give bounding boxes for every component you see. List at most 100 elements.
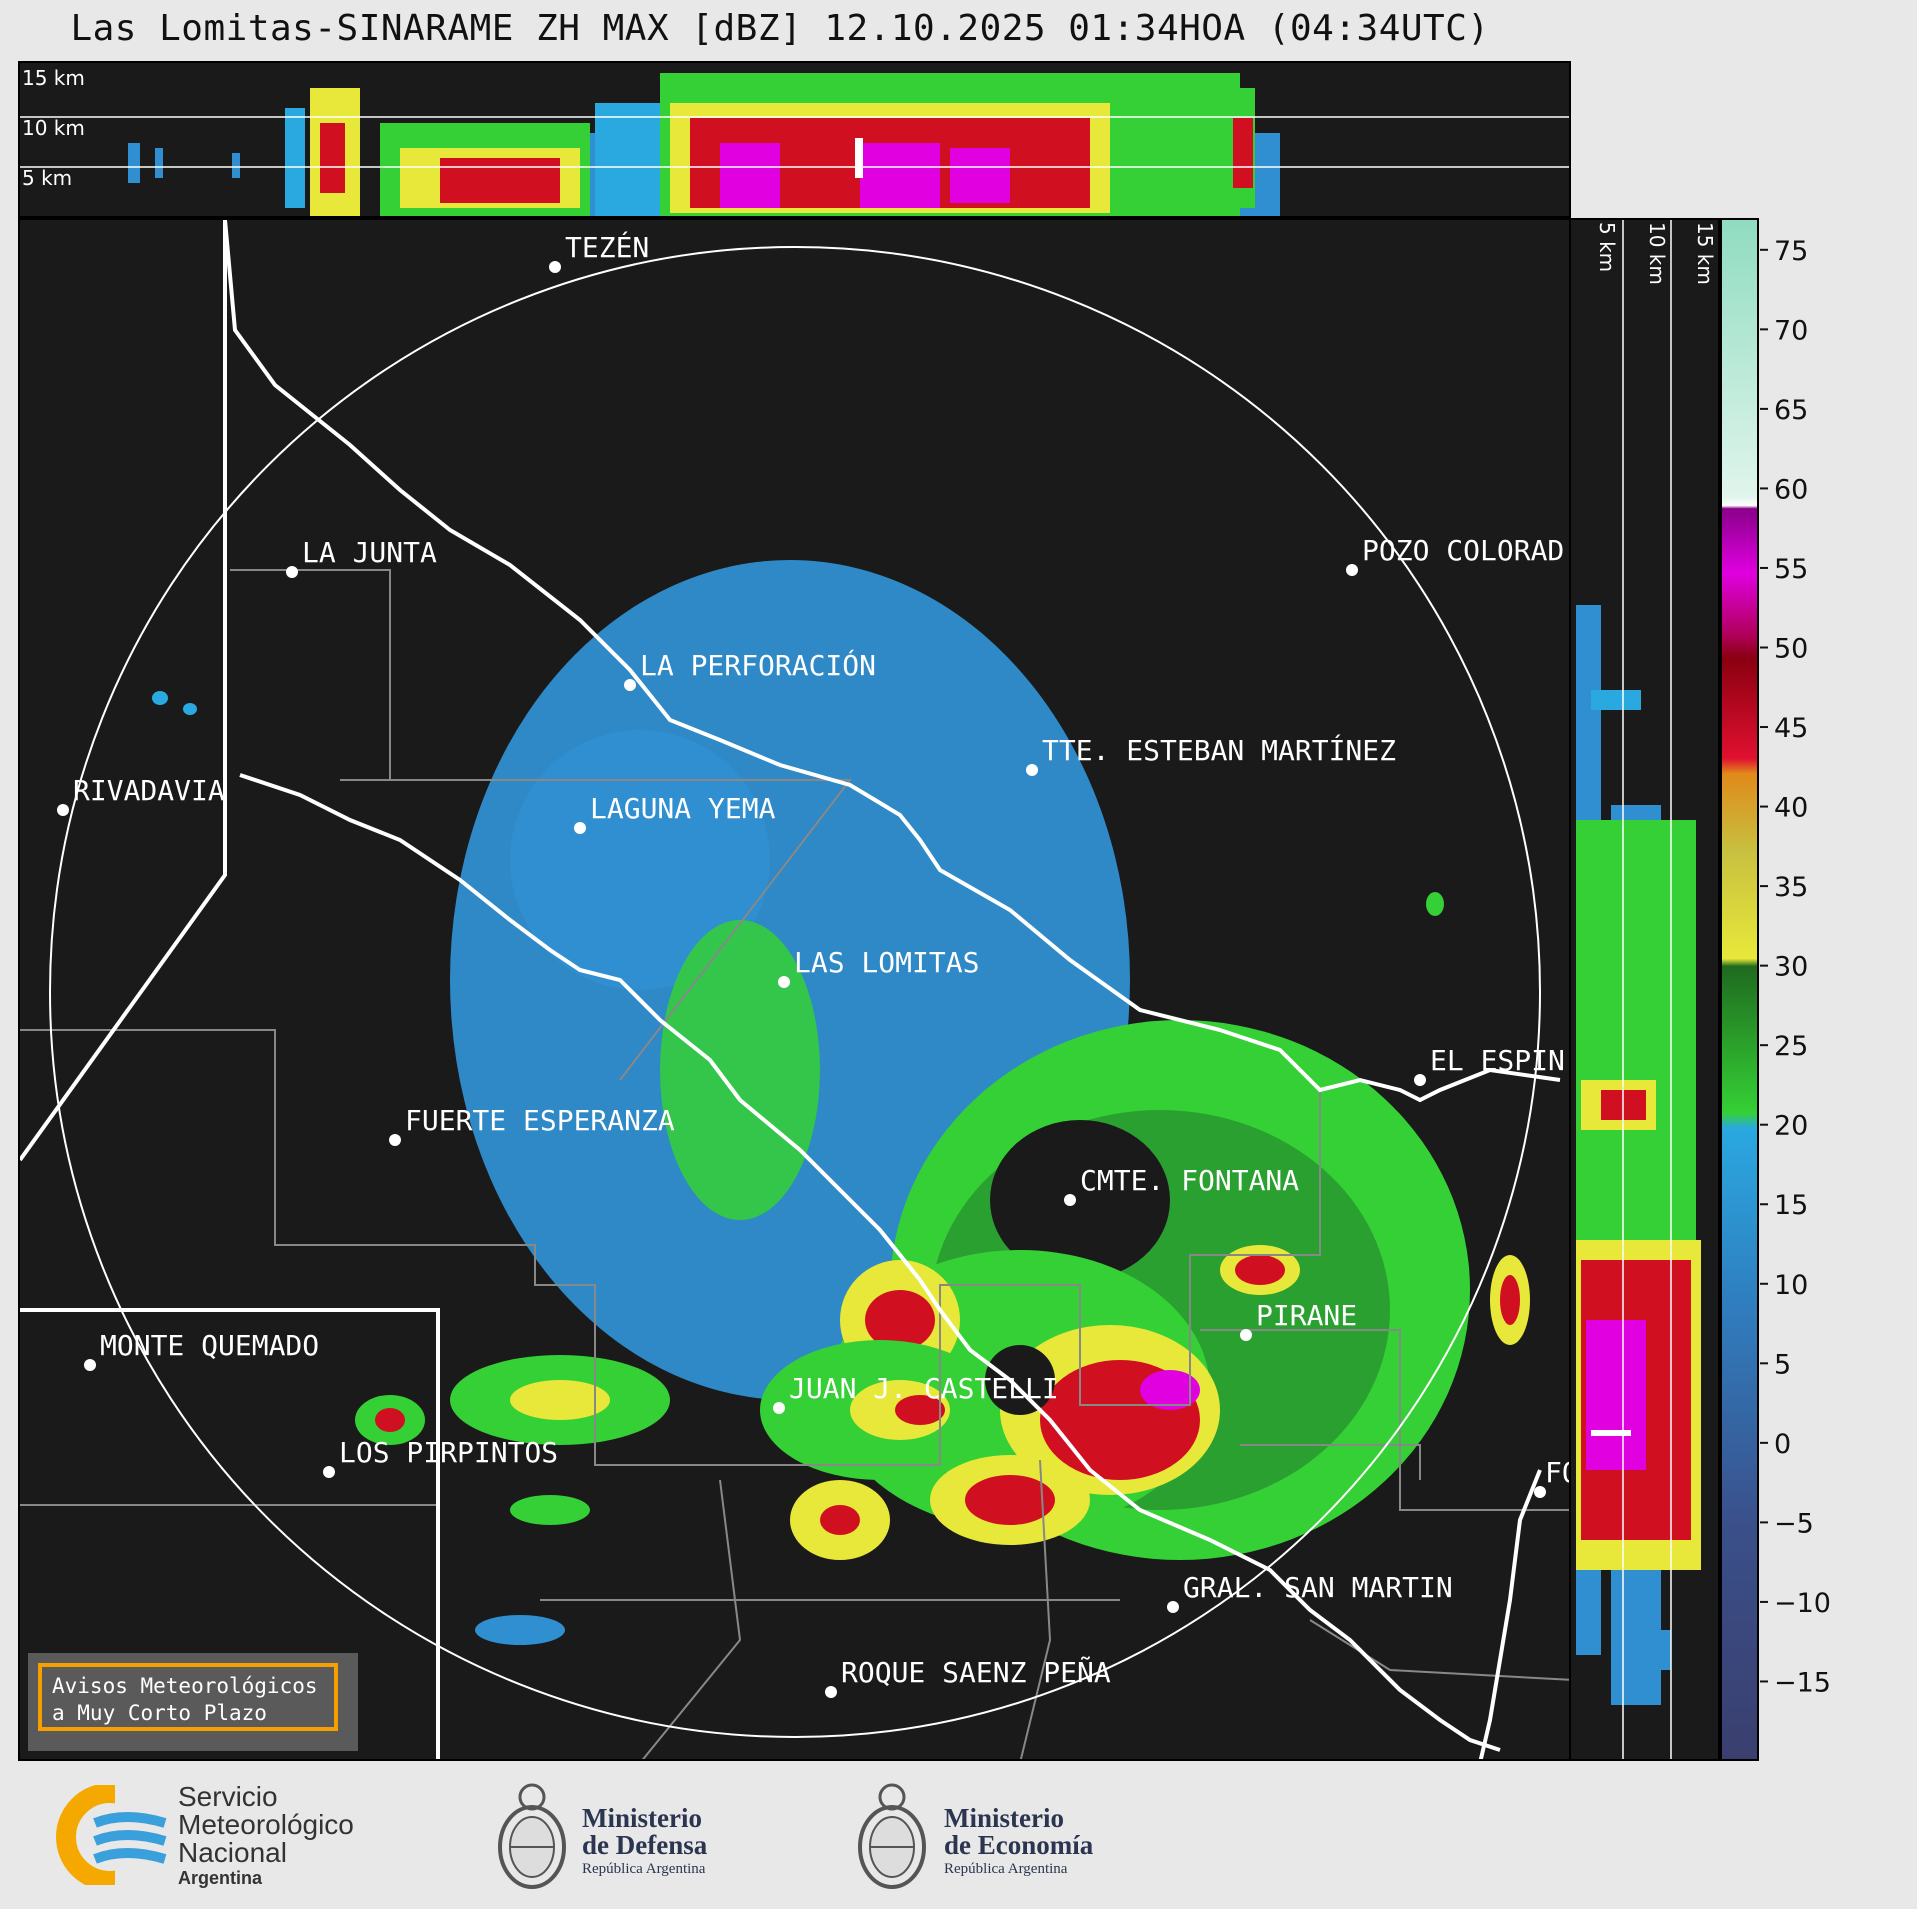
- city-dot-formosa: [1534, 1486, 1546, 1498]
- side-cross-section-svg: 5 km 10 km 15 km: [1576, 220, 1717, 1759]
- city-dot-las-lomitas: [778, 976, 790, 988]
- colorbar-tick-label: 55: [1774, 554, 1808, 585]
- defensa-line3: República Argentina: [582, 1861, 706, 1877]
- radar-map-svg[interactable]: TEZÉN LA JUNTA POZO COLORAD LA PERFORACI…: [20, 220, 1571, 1761]
- colorbar-tick-label: 70: [1774, 315, 1808, 346]
- argentina-coat-of-arms-icon: [852, 1775, 932, 1900]
- city-dot-el-espinillo: [1414, 1074, 1426, 1086]
- radar-range-ring: [49, 246, 1541, 1738]
- city-label-pozo-colorado: POZO COLORAD: [1362, 534, 1564, 567]
- city-label-tezen: TEZÉN: [565, 230, 649, 264]
- smn-text: Servicio Meteorológico Nacional Argentin…: [178, 1783, 354, 1889]
- city-dot-fuerte-esperanza: [389, 1134, 401, 1146]
- city-dot-juan-j-castelli: [773, 1402, 785, 1414]
- colorbar-tick-label: 35: [1774, 872, 1808, 903]
- colorbar-tick-label: 30: [1774, 952, 1808, 983]
- city-dot-tezen: [549, 261, 561, 273]
- top-5km-label: 5 km: [22, 166, 72, 190]
- city-label-la-junta: LA JUNTA: [302, 536, 437, 569]
- city-label-gral-san-martin: GRAL. SAN MARTIN: [1183, 1571, 1453, 1604]
- city-dot-cmte-fontana: [1064, 1194, 1076, 1206]
- side-5km-label: 5 km: [1595, 222, 1619, 272]
- defensa-line1: Ministerio: [582, 1803, 702, 1833]
- colorbar-tick-label: 10: [1774, 1270, 1808, 1301]
- side-echo-layer: [1576, 605, 1701, 1705]
- avisos-line1: Avisos Meteorológicos: [52, 1674, 318, 1698]
- top-cross-section-panel: 15 km 10 km 5 km: [18, 61, 1571, 218]
- city-label-formosa: FO: [1545, 1456, 1571, 1489]
- colorbar-tick-label: 75: [1774, 236, 1808, 267]
- top-cross-section-svg: 15 km 10 km 5 km: [20, 66, 1569, 216]
- radar-echo-layer: [152, 560, 1530, 1645]
- city-label-fuerte-esperanza: FUERTE ESPERANZA: [405, 1104, 675, 1137]
- colorbar-svg: [1720, 218, 1759, 1761]
- avisos-line2: a Muy Corto Plazo: [52, 1701, 267, 1725]
- city-dot-pozo-colorado: [1346, 564, 1358, 576]
- colorbar-tick-label: 0: [1774, 1429, 1791, 1460]
- defensa-line2: de Defensa: [582, 1830, 708, 1860]
- smn-line2: Meteorológico: [178, 1809, 354, 1840]
- city-label-tte-esteban-martinez: TTE. ESTEBAN MARTÍNEZ: [1042, 733, 1396, 767]
- city-label-los-pirpintos: LOS PIRPINTOS: [339, 1436, 558, 1469]
- chart-title: Las Lomitas-SINARAME ZH MAX [dBZ] 12.10.…: [70, 8, 1490, 49]
- city-dot-monte-quemado: [84, 1359, 96, 1371]
- province-borders: [20, 220, 1561, 1759]
- city-label-roque-saenz-pena: ROQUE SAENZ PEÑA: [841, 1655, 1111, 1689]
- defensa-text: Ministerio de Defensa República Argentin…: [582, 1805, 707, 1879]
- city-dot-gral-san-martin: [1167, 1601, 1179, 1613]
- footer-logos: Servicio Meteorológico Nacional Argentin…: [0, 1763, 1917, 1909]
- top-15km-label: 15 km: [22, 66, 85, 90]
- dbz-colorbar: [1720, 218, 1760, 1761]
- colorbar-tick-label: 40: [1774, 793, 1808, 824]
- smn-logo-icon: [55, 1785, 175, 1885]
- colorbar-tick-labels: 75 70 65 60 55 50 45 40 35 30 25 20 15 10 5 0 −5 −10 −15: [1760, 218, 1880, 1761]
- economia-text: Ministerio de Economía República Argenti…: [944, 1805, 1093, 1879]
- colorbar-tick-label: −15: [1774, 1667, 1831, 1698]
- colorbar-tick-label: 25: [1774, 1031, 1808, 1062]
- top-echo-layer: [128, 73, 1280, 216]
- colorbar-tick-label: 5: [1774, 1349, 1791, 1380]
- side-cross-section-panel: 5 km 10 km 15 km: [1569, 218, 1720, 1761]
- smn-line4: Argentina: [178, 1868, 263, 1888]
- colorbar-tick-label: 15: [1774, 1190, 1808, 1221]
- colorbar-tick-label: 60: [1774, 474, 1808, 505]
- colorbar-tick-label: 20: [1774, 1111, 1808, 1142]
- city-dot-roque-saenz-pena: [825, 1686, 837, 1698]
- colorbar-tick-label: 65: [1774, 395, 1808, 426]
- argentina-coat-of-arms-icon: [492, 1775, 572, 1900]
- radar-map-panel[interactable]: TEZÉN LA JUNTA POZO COLORAD LA PERFORACI…: [18, 218, 1571, 1761]
- economia-line3: República Argentina: [944, 1861, 1068, 1877]
- avisos-box[interactable]: Avisos Meteorológicos a Muy Corto Plazo: [28, 1653, 358, 1751]
- smn-line3: Nacional: [178, 1837, 287, 1868]
- economia-line2: de Economía: [944, 1830, 1094, 1860]
- city-dot-la-perforacion: [624, 679, 636, 691]
- city-label-juan-j-castelli: JUAN J. CASTELLI: [789, 1372, 1059, 1405]
- city-label-rivadavia: RIVADAVIA: [73, 774, 225, 807]
- city-label-cmte-fontana: CMTE. FONTANA: [1080, 1164, 1299, 1197]
- colorbar-tick-label: 45: [1774, 713, 1808, 744]
- city-markers: TEZÉN LA JUNTA POZO COLORAD LA PERFORACI…: [57, 230, 1571, 1698]
- department-borders: [20, 569, 1569, 1759]
- avisos-link[interactable]: Avisos Meteorológicos a Muy Corto Plazo: [38, 1663, 338, 1731]
- smn-line1: Servicio: [178, 1781, 278, 1812]
- city-dot-rivadavia: [57, 804, 69, 816]
- colorbar-tick-label: −5: [1774, 1508, 1814, 1539]
- colorbar-tick-label: −10: [1774, 1588, 1831, 1619]
- city-label-pirane: PIRANE: [1256, 1299, 1357, 1332]
- city-dot-tte-esteban-martinez: [1026, 764, 1038, 776]
- side-15km-label: 15 km: [1693, 222, 1717, 285]
- city-label-la-perforacion: LA PERFORACIÓN: [640, 648, 876, 682]
- city-label-el-espinillo: EL ESPIN: [1430, 1044, 1565, 1077]
- city-label-laguna-yema: LAGUNA YEMA: [590, 792, 776, 825]
- side-10km-label: 10 km: [1645, 222, 1669, 285]
- city-dot-laguna-yema: [574, 822, 586, 834]
- city-dot-pirane: [1240, 1329, 1252, 1341]
- top-10km-label: 10 km: [22, 116, 85, 140]
- city-dot-los-pirpintos: [323, 1466, 335, 1478]
- colorbar-tick-label: 50: [1774, 633, 1808, 664]
- economia-line1: Ministerio: [944, 1803, 1064, 1833]
- city-label-las-lomitas: LAS LOMITAS: [794, 946, 979, 979]
- city-dot-la-junta: [286, 566, 298, 578]
- city-label-monte-quemado: MONTE QUEMADO: [100, 1329, 319, 1362]
